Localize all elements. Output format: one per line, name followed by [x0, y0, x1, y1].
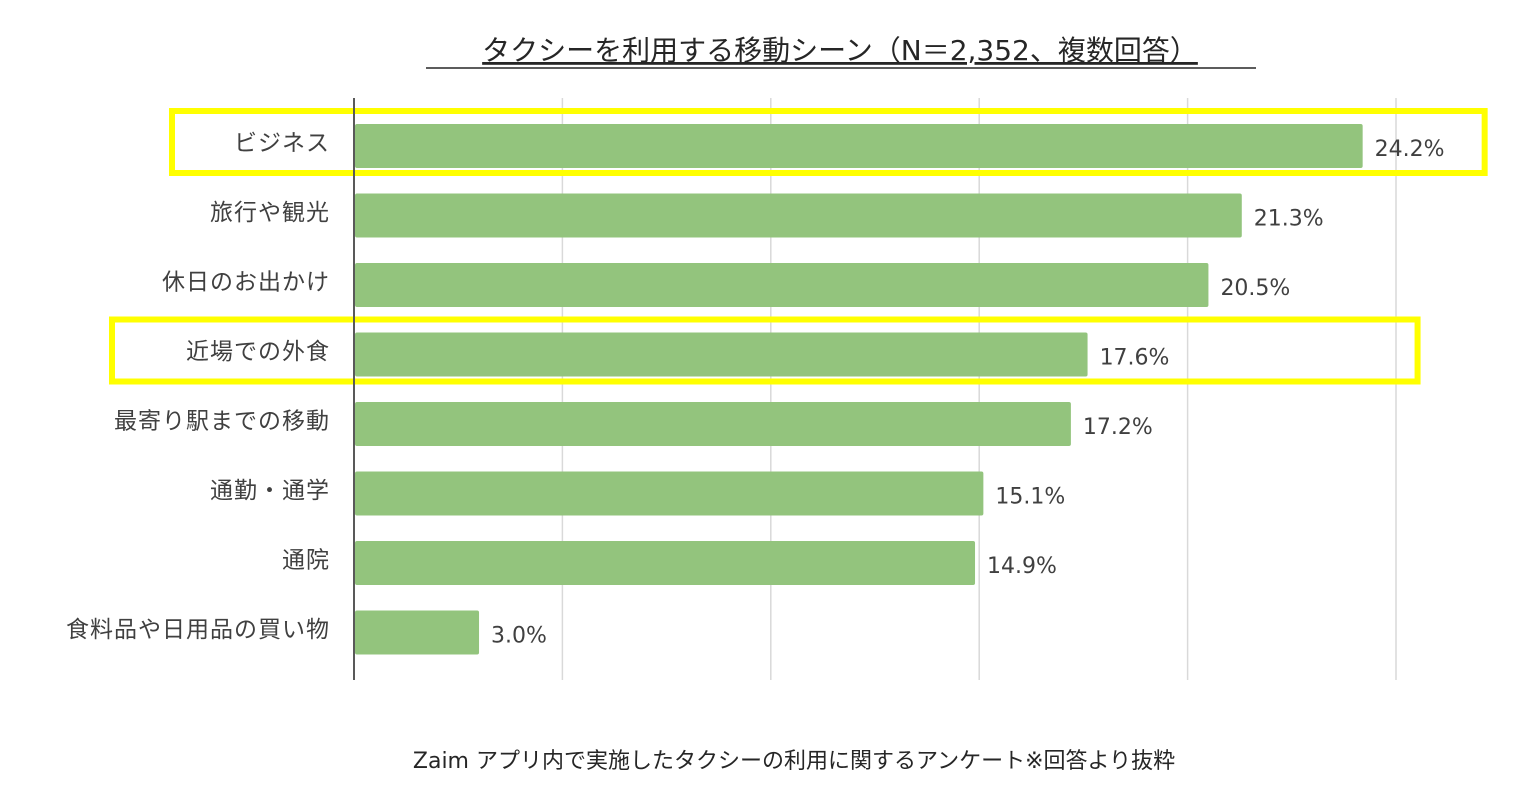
bar — [355, 610, 480, 655]
category-label: 通院 — [282, 548, 330, 574]
highlight-box — [169, 108, 1488, 176]
category-label: 最寄り駅までの移動 — [114, 409, 330, 435]
value-label: 21.3% — [1254, 207, 1324, 232]
highlight-box — [109, 316, 1421, 385]
chart-title: タクシーを利用する移動シーン（N＝2,352、複数回答） — [482, 34, 1198, 67]
footnote: Zaim アプリ内で実施したタクシーの利用に関するアンケート※回答より抜粋 — [413, 749, 1175, 774]
category-label: 通勤・通学 — [210, 478, 330, 504]
bar — [355, 471, 984, 516]
value-label: 17.2% — [1083, 415, 1153, 440]
gridlines — [561, 98, 1397, 680]
value-label: 24.2% — [1375, 137, 1445, 162]
category-label: 食料品や日用品の買い物 — [66, 617, 330, 643]
bars: ビジネス 24.2% 旅行や観光 21.3% 休日のお出かけ 20.5% 近場での外食 17.… — [66, 124, 1445, 655]
bar — [355, 402, 1071, 446]
bar — [355, 332, 1088, 377]
value-label: 20.5% — [1220, 276, 1290, 301]
bar — [355, 541, 976, 585]
value-label: 3.0% — [491, 624, 547, 649]
value-label: 15.1% — [995, 485, 1065, 510]
bar — [355, 193, 1242, 238]
bar — [355, 124, 1363, 168]
category-label: 近場での外食 — [186, 339, 330, 365]
category-label: 旅行や観光 — [210, 200, 330, 226]
highlight-boxes — [109, 108, 1488, 385]
category-label: 休日のお出かけ — [162, 270, 330, 296]
value-label: 17.6% — [1100, 346, 1170, 371]
bar — [355, 263, 1209, 307]
category-label: ビジネス — [234, 131, 330, 157]
value-label: 14.9% — [987, 554, 1057, 579]
